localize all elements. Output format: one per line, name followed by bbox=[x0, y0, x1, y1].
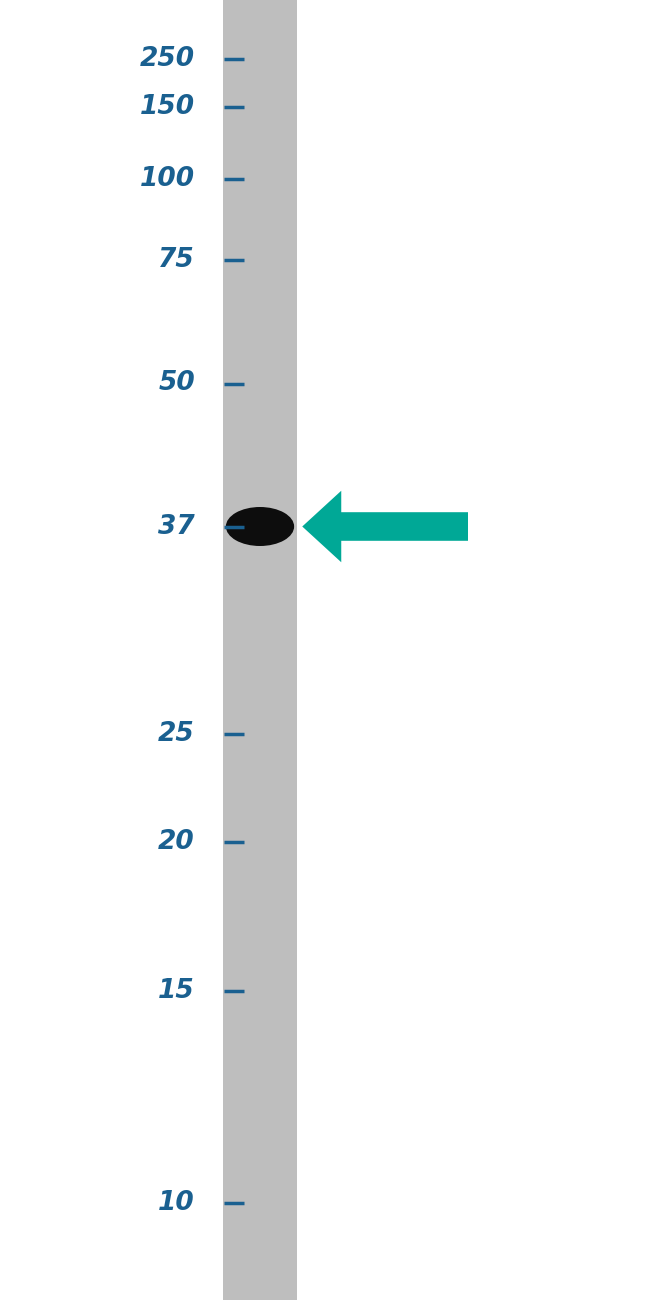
Text: 150: 150 bbox=[140, 94, 195, 120]
Text: 100: 100 bbox=[140, 166, 195, 192]
Bar bbox=[222, 0, 298, 1300]
Text: 10: 10 bbox=[158, 1190, 195, 1216]
Text: 15: 15 bbox=[158, 978, 195, 1004]
Ellipse shape bbox=[226, 507, 294, 546]
Text: 37: 37 bbox=[158, 514, 195, 540]
Text: 75: 75 bbox=[158, 247, 195, 273]
FancyArrow shape bbox=[302, 490, 468, 563]
Text: 50: 50 bbox=[158, 370, 195, 396]
Text: 25: 25 bbox=[158, 722, 195, 748]
Text: 20: 20 bbox=[158, 829, 195, 855]
Text: 250: 250 bbox=[140, 46, 195, 72]
